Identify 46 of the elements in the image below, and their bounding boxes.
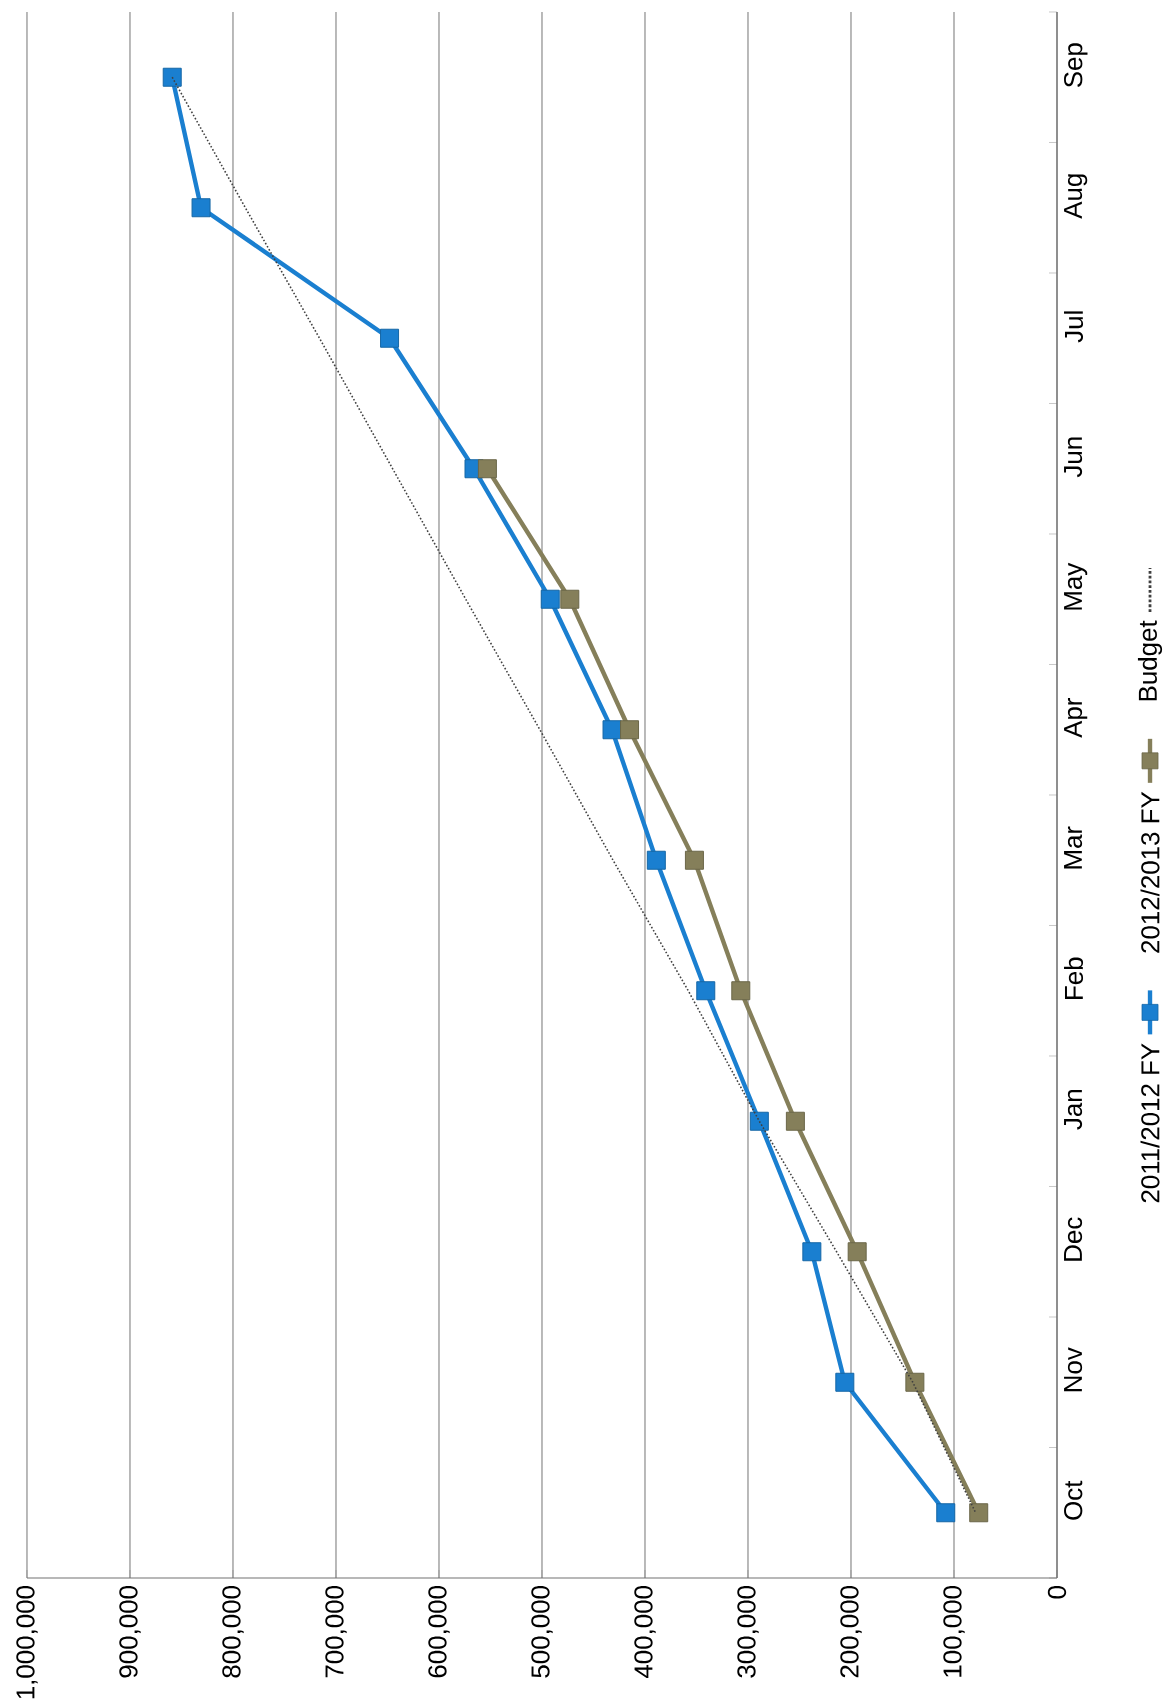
point — [749, 1111, 769, 1131]
point — [802, 1242, 822, 1262]
x-tick-label: 700,000 — [325, 1586, 347, 1678]
y-tick-label: Mar — [1064, 826, 1083, 869]
x-tick-label: 900,000 — [119, 1586, 141, 1678]
x-tick-label: 300,000 — [737, 1586, 759, 1678]
y-tick-label: Jul — [1064, 311, 1084, 343]
legend-label: Budget — [1137, 620, 1163, 701]
point — [646, 850, 666, 870]
x-tick-label: 0 — [1047, 1586, 1067, 1599]
y-tick-label: Jan — [1064, 1090, 1083, 1130]
legend-label: 2011/2012 FY — [1140, 1043, 1160, 1203]
point — [477, 459, 497, 479]
point — [835, 1372, 855, 1392]
point — [162, 67, 182, 87]
point — [684, 850, 704, 870]
point — [540, 589, 560, 609]
point — [905, 1372, 925, 1392]
point — [191, 198, 211, 218]
y-tick-label: Aug — [1064, 174, 1088, 219]
y-tick-label: Sep — [1064, 43, 1088, 88]
point — [696, 981, 716, 1001]
x-tick-label: 400,000 — [634, 1586, 656, 1679]
point — [785, 1111, 805, 1131]
y-tick-label: Nov — [1064, 1347, 1083, 1392]
y-tick-label: Apr — [1064, 698, 1088, 738]
point — [620, 720, 640, 740]
point — [560, 589, 580, 609]
y-tick-label: Feb — [1064, 957, 1084, 999]
point — [731, 981, 751, 1001]
legend-label: 2012/2013 FY — [1140, 791, 1160, 953]
x-tick-label: 600,000 — [428, 1586, 450, 1678]
x-tick-label: 200,000 — [840, 1586, 862, 1678]
y-tick-label: Oct — [1064, 1480, 1083, 1520]
point — [380, 328, 400, 348]
x-tick-label: 100,000 — [943, 1586, 965, 1677]
point — [969, 1503, 989, 1523]
point — [936, 1503, 956, 1523]
y-tick-label: May — [1064, 562, 1088, 610]
y-tick-label: Dec — [1064, 1217, 1083, 1261]
point — [847, 1242, 867, 1262]
y-tick-label: Jun — [1064, 437, 1083, 478]
x-tick-label: 800,000 — [222, 1586, 244, 1678]
point — [602, 720, 622, 740]
x-tick-label: 500,000 — [531, 1586, 553, 1678]
x-tick-label: 1,000,000 — [16, 1586, 38, 1699]
